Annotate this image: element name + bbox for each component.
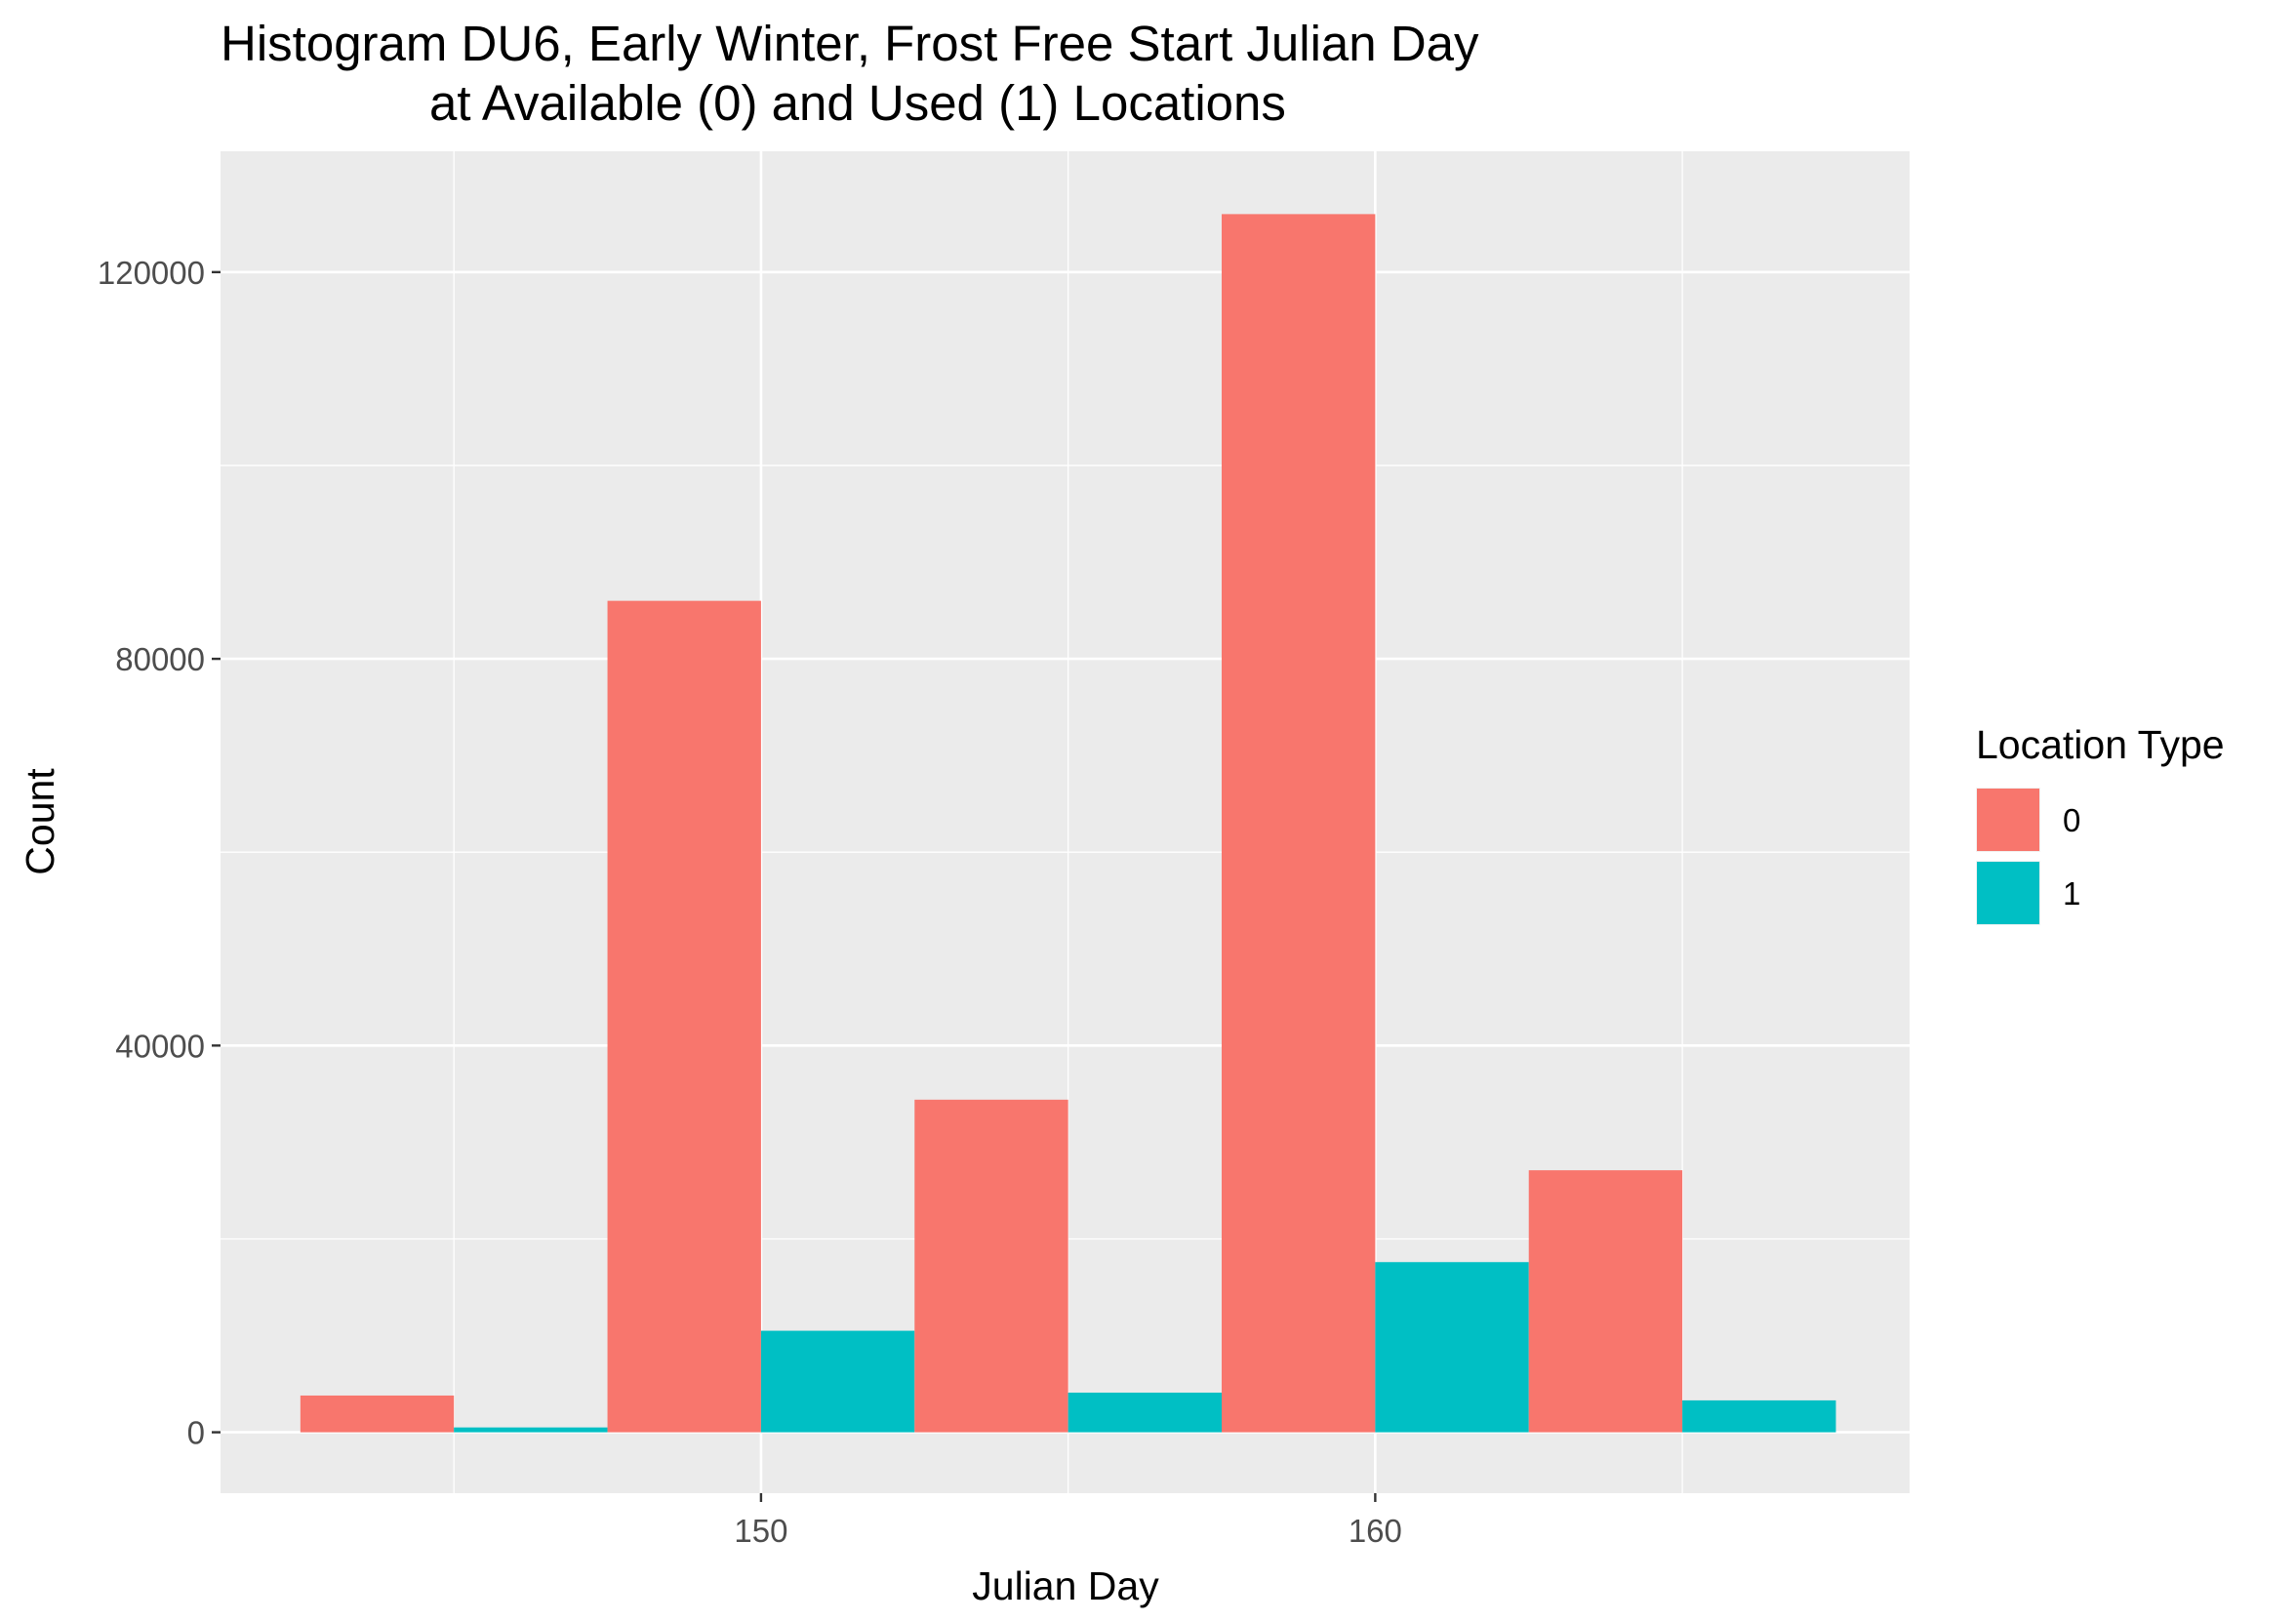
bar-series-0-bin-145: [300, 1395, 455, 1433]
bar-series-1-bin-155: [1067, 1392, 1223, 1433]
legend-key-0: [1977, 789, 2039, 851]
x-axis-title: Julian Day: [972, 1563, 1159, 1608]
bar-series-0-bin-155: [914, 1099, 1068, 1433]
bar-series-0-bin-165: [1528, 1170, 1683, 1433]
bar-series-1-bin-160: [1375, 1262, 1529, 1433]
legend: Location Type 0 1: [1976, 722, 2225, 925]
chart-title-line2: at Available (0) and Used (1) Locations: [429, 75, 1286, 131]
bar-series-0-bin-160: [1222, 214, 1376, 1433]
bar-series-1-bin-145: [454, 1427, 608, 1433]
legend-label-0: 0: [2063, 802, 2080, 838]
x-axis: 150 160: [734, 1493, 1402, 1549]
y-tick-label: 40000: [115, 1028, 205, 1064]
y-axis: 0 40000 80000 120000: [98, 255, 221, 1451]
bar-series-1-bin-165: [1682, 1399, 1836, 1433]
x-tick-label: 150: [734, 1513, 787, 1549]
legend-title: Location Type: [1976, 722, 2225, 767]
x-tick-label: 160: [1349, 1513, 1402, 1549]
bar-series-0-bin-150: [607, 600, 761, 1433]
y-tick-label: 80000: [115, 641, 205, 677]
chart-title-line1: Histogram DU6, Early Winter, Frost Free …: [221, 16, 1479, 71]
y-tick-label: 0: [187, 1415, 205, 1451]
y-tick-label: 120000: [98, 255, 205, 291]
legend-label-1: 1: [2063, 875, 2080, 912]
y-axis-title: Count: [18, 768, 62, 875]
bar-series-1-bin-150: [760, 1330, 915, 1433]
histogram-bars: [300, 214, 1836, 1433]
legend-key-1: [1977, 862, 2039, 924]
